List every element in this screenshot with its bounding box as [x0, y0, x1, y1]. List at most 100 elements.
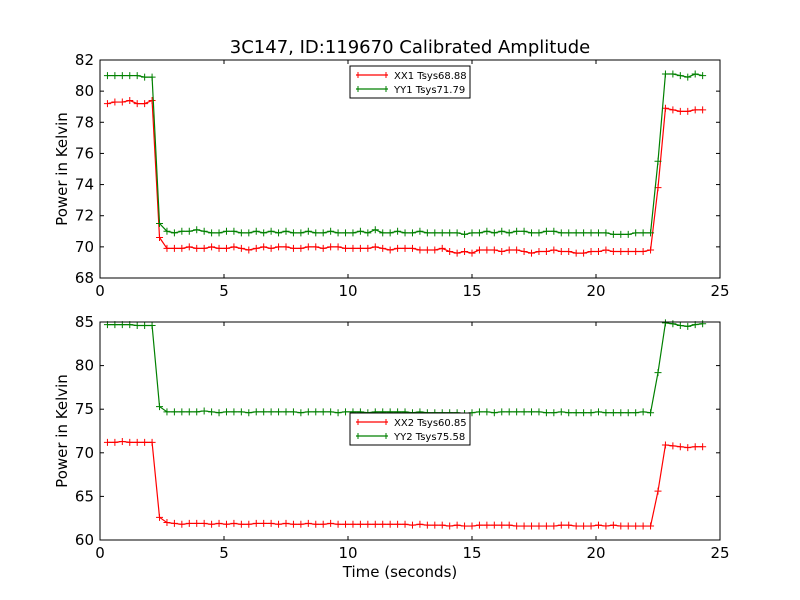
data-point — [572, 229, 580, 237]
data-point — [691, 70, 699, 78]
y-axis-label: Power in Kelvin — [53, 374, 71, 488]
data-point — [684, 107, 692, 115]
data-point — [267, 227, 275, 235]
bottom-subplot: 0 5 10 15 20 25 60 65 70 75 80 85 Power in Kelvin Tim… — [53, 313, 730, 581]
x-tick-label: 5 — [219, 282, 229, 300]
data-point — [609, 248, 617, 256]
x-tick-label: 20 — [586, 544, 605, 562]
data-point — [118, 72, 126, 80]
data-point — [691, 443, 699, 451]
data-point — [304, 519, 312, 527]
x-tick-label: 0 — [95, 282, 105, 300]
data-point — [222, 520, 230, 528]
data-point — [602, 409, 610, 417]
data-point — [669, 70, 677, 78]
data-point — [126, 72, 134, 80]
data-point — [163, 244, 171, 252]
data-point — [699, 72, 707, 80]
data-point — [431, 246, 439, 254]
data-point — [386, 229, 394, 237]
data-point — [148, 321, 156, 329]
legend-marker — [357, 72, 387, 78]
data-point — [245, 409, 253, 417]
y-tick-label: 82 — [75, 51, 94, 69]
x-tick-label: 10 — [338, 282, 357, 300]
data-point — [557, 408, 565, 416]
data-point — [260, 519, 268, 527]
x-tick-label: 10 — [338, 544, 357, 562]
data-point — [156, 403, 164, 411]
x-tick-label: 25 — [710, 544, 729, 562]
data-point — [282, 519, 290, 527]
data-point — [594, 248, 602, 256]
data-point — [275, 408, 283, 416]
data-point — [587, 409, 595, 417]
data-point — [319, 408, 327, 416]
data-point — [542, 409, 550, 417]
data-point — [379, 229, 387, 237]
data-point — [513, 227, 521, 235]
data-point — [505, 408, 513, 416]
data-point — [617, 248, 625, 256]
data-point — [580, 249, 588, 257]
data-point — [304, 408, 312, 416]
data-point — [260, 229, 268, 237]
legend-box — [349, 65, 471, 99]
data-point — [178, 227, 186, 235]
data-point — [394, 227, 402, 235]
data-point — [565, 409, 573, 417]
data-point — [334, 229, 342, 237]
data-point — [163, 408, 171, 416]
data-point — [170, 408, 178, 416]
data-point — [289, 408, 297, 416]
data-point — [304, 227, 312, 235]
data-point — [461, 248, 469, 256]
data-point — [312, 229, 320, 237]
data-point — [133, 100, 141, 108]
data-point — [587, 229, 595, 237]
data-point — [557, 229, 565, 237]
data-point — [237, 408, 245, 416]
data-point — [163, 227, 171, 235]
data-point — [230, 408, 238, 416]
data-point — [446, 229, 454, 237]
data-point — [349, 244, 357, 252]
data-point — [520, 248, 528, 256]
data-point — [647, 522, 655, 530]
x-tick-label: 25 — [710, 282, 729, 300]
y-tick-label: 70 — [75, 238, 94, 256]
data-point — [342, 408, 350, 416]
data-point — [624, 409, 632, 417]
data-point — [222, 227, 230, 235]
data-point — [304, 243, 312, 251]
data-point — [148, 438, 156, 446]
x-tick-label: 5 — [219, 544, 229, 562]
data-point — [252, 244, 260, 252]
data-point — [535, 408, 543, 416]
data-point — [557, 521, 565, 529]
data-point — [535, 248, 543, 256]
data-point — [126, 438, 134, 446]
data-point — [364, 244, 372, 252]
data-point — [609, 409, 617, 417]
legend-marker — [357, 86, 387, 92]
data-point — [185, 227, 193, 235]
data-point — [557, 248, 565, 256]
data-point — [661, 441, 669, 449]
data-point — [148, 73, 156, 81]
data-point — [133, 321, 141, 329]
data-point — [200, 519, 208, 527]
data-point — [416, 227, 424, 235]
data-point — [237, 229, 245, 237]
data-point — [617, 522, 625, 530]
data-point — [513, 408, 521, 416]
data-point — [156, 234, 164, 242]
data-point — [446, 522, 454, 530]
data-point — [669, 320, 677, 328]
data-point — [364, 520, 372, 528]
data-point — [639, 522, 647, 530]
data-point — [475, 521, 483, 529]
data-point — [580, 522, 588, 530]
data-point — [208, 520, 216, 528]
